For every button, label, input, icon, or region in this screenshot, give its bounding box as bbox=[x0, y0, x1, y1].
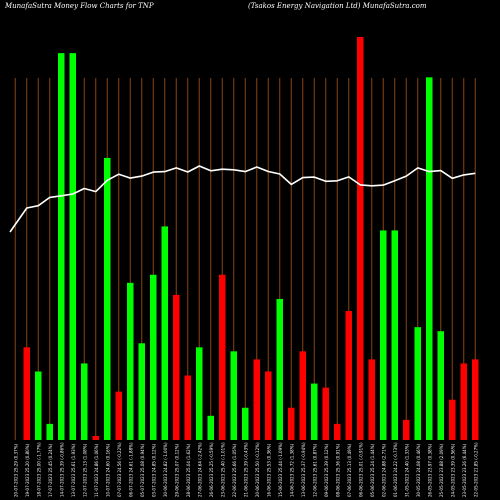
money-flow-bar bbox=[322, 387, 329, 440]
money-flow-bar bbox=[472, 359, 479, 440]
x-tick-label: 08-06-2023 25.36 (0.91%) bbox=[335, 443, 340, 497]
x-tick-label: 12-07-2023 25.13 (1.08%) bbox=[82, 443, 87, 497]
money-flow-bar bbox=[81, 363, 88, 440]
x-tick-label: 13-06-2023 25.37 (-0.94%) bbox=[301, 442, 306, 497]
x-tick-label: 05-06-2023 25.24 (1.44%) bbox=[370, 443, 375, 497]
x-tick-label: 21-06-2023 25.39 (-0.43%) bbox=[243, 442, 248, 497]
money-flow-bar bbox=[414, 327, 421, 440]
x-tick-label: 16-06-2023 25.53 (0.36%) bbox=[266, 443, 271, 497]
money-flow-bar bbox=[92, 435, 99, 440]
x-tick-label: 06-06-2023 25.01 (-0.91%) bbox=[358, 442, 363, 497]
x-tick-label: 26-06-2023 25.25 (-0.59%) bbox=[209, 442, 214, 497]
money-flow-bar bbox=[299, 351, 306, 440]
x-tick-label: 12-06-2023 25.61 (0.87%) bbox=[312, 443, 317, 497]
x-tick-label: 28-06-2023 25.04 (1.62%) bbox=[186, 443, 191, 497]
money-flow-bar bbox=[345, 311, 352, 440]
money-flow-bar bbox=[253, 359, 260, 440]
money-flow-bar bbox=[196, 347, 203, 440]
money-flow-bar bbox=[58, 53, 65, 441]
x-tick-label: 30-05-2023 24.08 (0.46%) bbox=[416, 443, 421, 497]
x-tick-label: 31-05-2023 24.40 (1.33%) bbox=[404, 443, 409, 497]
x-tick-label: 26-05-2023 23.97 (0.38%) bbox=[427, 443, 432, 497]
x-tick-label: 05-07-2023 25.08 (0.94%) bbox=[140, 443, 145, 497]
money-flow-bar bbox=[265, 371, 272, 440]
x-tick-label: 22-05-2023 21.85 (-0.27%) bbox=[473, 442, 478, 497]
x-tick-label: 18-07-2023 25.00 (-1.77%) bbox=[36, 442, 41, 497]
x-tick-label: 01-06-2023 24.22 (-0.73%) bbox=[393, 442, 398, 497]
money-flow-bar bbox=[23, 347, 30, 440]
x-tick-label: 20-07-2023 25.29 (0.37%) bbox=[13, 443, 18, 497]
x-tick-label: 29-06-2023 25.07 (0.12%) bbox=[174, 443, 179, 497]
money-flow-bar bbox=[46, 423, 53, 440]
money-flow-bar bbox=[242, 407, 249, 440]
x-tick-label: 03-07-2023 24.85 (0.12%) bbox=[151, 443, 156, 497]
money-flow-bar bbox=[184, 375, 191, 440]
x-tick-label: 13-07-2023 25.61 (1.93%) bbox=[71, 443, 76, 497]
money-flow-bar bbox=[403, 419, 410, 440]
money-flow-bar bbox=[173, 294, 180, 440]
money-flow-bar bbox=[115, 391, 122, 440]
money-flow-bar bbox=[35, 371, 42, 440]
money-flow-bar bbox=[380, 230, 387, 440]
x-tick-label: 14-06-2023 25.72 (1.38%) bbox=[289, 443, 294, 497]
company-title: (Tsakos Energy Navigation Ltd) MunafaSut… bbox=[248, 2, 427, 10]
x-tick-label: 15-06-2023 25.44 (-1.09%) bbox=[278, 442, 283, 497]
x-tick-label: 14-07-2023 25.39 (-0.86%) bbox=[59, 442, 64, 497]
money-flow-bar bbox=[276, 298, 283, 440]
x-tick-label: 09-06-2023 25.39 (0.12%) bbox=[324, 443, 329, 497]
money-flow-bar bbox=[69, 53, 76, 441]
x-tick-label: 22-06-2023 25.66 (1.05%) bbox=[232, 443, 237, 497]
x-tick-label: 25-05-2023 23.88 (2.09%) bbox=[439, 443, 444, 497]
money-flow-bar bbox=[207, 415, 214, 440]
money-flow-bar bbox=[391, 230, 398, 440]
money-flow-bar bbox=[230, 351, 237, 440]
money-flow-bar bbox=[437, 331, 444, 440]
money-flow-bar bbox=[334, 423, 341, 440]
price-line-group bbox=[9, 165, 476, 233]
money-flow-bar bbox=[161, 226, 168, 440]
x-tick-label: 24-05-2023 23.39 (0.56%) bbox=[450, 443, 455, 497]
money-flow-bar bbox=[138, 343, 145, 440]
x-tick-label: 19-07-2023 25.20 (0.80%) bbox=[25, 443, 30, 497]
money-flow-bar bbox=[357, 37, 364, 440]
money-flow-bar bbox=[288, 407, 295, 440]
money-flow-bar bbox=[127, 282, 134, 440]
money-flow-bar bbox=[449, 399, 456, 440]
x-tick-label: 07-06-2023 25.13 (0.49%) bbox=[347, 443, 352, 497]
price-line bbox=[9, 165, 476, 233]
x-tick-label: 20-06-2023 25.50 (-0.12%) bbox=[255, 442, 260, 497]
money-flow-bar bbox=[104, 157, 111, 440]
money-flow-bar bbox=[460, 363, 467, 440]
x-tick-label: 27-06-2023 24.64 (-2.42%) bbox=[197, 442, 202, 497]
x-tick-label: 06-07-2023 24.61 (-1.88%) bbox=[128, 442, 133, 497]
x-tick-label: 23-06-2023 25.40 (-1.01%) bbox=[220, 442, 225, 497]
x-tick-label: 10-07-2023 24.60 (0.16%) bbox=[105, 443, 110, 497]
x-tick-label: 23-05-2023 23.26 (6.44%) bbox=[462, 443, 467, 497]
money-flow-bar bbox=[426, 77, 433, 441]
x-tick-label: 30-06-2023 24.82 (-1.00%) bbox=[163, 442, 168, 497]
money-flow-bars bbox=[23, 37, 479, 441]
money-flow-bar bbox=[150, 274, 157, 440]
x-axis-tick-labels: 20-07-2023 25.29 (0.37%) 19-07-2023 25.20… bbox=[13, 442, 478, 497]
x-tick-label: 02-06-2023 24.88 (2.71%) bbox=[381, 443, 386, 497]
x-tick-label: 17-07-2023 25.45 (0.24%) bbox=[48, 443, 53, 497]
x-tick-label: 07-07-2023 24.56 (-0.22%) bbox=[117, 442, 122, 497]
chart-title: MunafaSutra Money Flow Charts for TNP bbox=[5, 2, 154, 10]
money-flow-bar bbox=[219, 274, 226, 440]
money-flow-bar bbox=[311, 383, 318, 440]
money-flow-bar bbox=[368, 359, 375, 440]
x-tick-label: 11-07-2023 24.86 (1.06%) bbox=[94, 443, 99, 497]
